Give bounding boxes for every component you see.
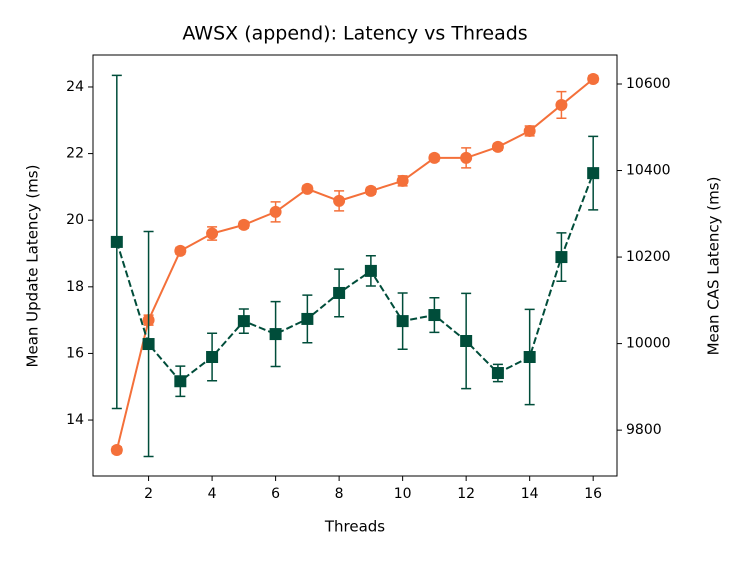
marker: [587, 167, 600, 180]
marker: [460, 151, 473, 164]
y-tick-label: 22: [66, 146, 84, 162]
x-axis-label: Threads: [324, 518, 385, 536]
marker: [396, 315, 409, 328]
series-line: [115, 172, 595, 383]
marker: [523, 351, 536, 364]
marker: [174, 244, 187, 257]
y2-tick-label: 10400: [626, 163, 671, 179]
marker: [555, 98, 568, 111]
marker: [333, 286, 346, 299]
marker: [555, 251, 568, 264]
x-tick-label: 12: [457, 486, 475, 502]
x-tick-label: 6: [271, 486, 280, 502]
marker: [237, 315, 250, 328]
marker: [174, 375, 187, 388]
marker: [301, 182, 314, 195]
y2-tick-label: 10000: [626, 336, 671, 352]
marker: [269, 205, 282, 218]
marker: [110, 235, 123, 248]
marker: [428, 309, 441, 322]
marker: [364, 264, 377, 277]
marker: [206, 227, 219, 240]
marker: [110, 444, 123, 457]
y-tick-label: 16: [66, 345, 84, 361]
y2-tick-label: 9800: [626, 422, 662, 438]
marker: [301, 312, 314, 325]
marker: [237, 218, 250, 231]
x-tick-label: 2: [144, 486, 153, 502]
marker: [428, 151, 441, 164]
marker: [523, 124, 536, 137]
marker: [396, 174, 409, 187]
marker: [491, 367, 504, 380]
marker: [364, 184, 377, 197]
y2-axis-label: Mean CAS Latency (ms): [705, 177, 723, 356]
y-tick-label: 14: [66, 412, 84, 428]
y-axis-label: Mean Update Latency (ms): [24, 165, 42, 368]
x-tick-label: 10: [394, 486, 412, 502]
x-tick-label: 4: [208, 486, 217, 502]
y2-tick-label: 10200: [626, 249, 671, 265]
x-tick-label: 16: [584, 486, 602, 502]
x-tick-label: 8: [335, 486, 344, 502]
marker: [269, 328, 282, 341]
marker: [333, 194, 346, 207]
marker: [142, 338, 155, 351]
series-line: [115, 78, 594, 451]
marker: [460, 335, 473, 348]
marker: [206, 351, 219, 364]
marker: [587, 72, 600, 85]
y-tick-label: 24: [66, 79, 84, 95]
y-tick-label: 20: [66, 212, 84, 228]
plot-frame: [92, 54, 618, 477]
y-tick-label: 18: [66, 279, 84, 295]
y2-tick-label: 10600: [626, 76, 671, 92]
marker: [491, 140, 504, 153]
chart-title: AWSX (append): Latency vs Threads: [182, 23, 527, 45]
x-tick-label: 14: [521, 486, 539, 502]
